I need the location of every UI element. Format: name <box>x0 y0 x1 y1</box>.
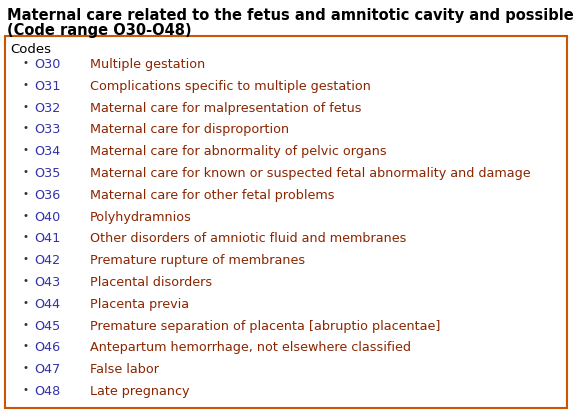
Text: Maternal care for disproportion: Maternal care for disproportion <box>90 123 289 136</box>
Text: O42: O42 <box>34 254 60 267</box>
Text: O35: O35 <box>34 167 60 180</box>
Text: O47: O47 <box>34 363 60 376</box>
Text: Multiple gestation: Multiple gestation <box>90 58 205 71</box>
Text: •: • <box>22 80 28 90</box>
Text: O33: O33 <box>34 123 60 136</box>
Text: Complications specific to multiple gestation: Complications specific to multiple gesta… <box>90 80 371 93</box>
Text: O32: O32 <box>34 102 60 115</box>
Text: •: • <box>22 320 28 330</box>
Text: •: • <box>22 276 28 286</box>
Text: •: • <box>22 254 28 264</box>
Text: Premature separation of placenta [abruptio placentae]: Premature separation of placenta [abrupt… <box>90 320 440 333</box>
Text: •: • <box>22 363 28 373</box>
Text: •: • <box>22 123 28 134</box>
Text: O40: O40 <box>34 210 60 223</box>
Text: •: • <box>22 58 28 68</box>
Text: Placenta previa: Placenta previa <box>90 298 189 311</box>
Text: •: • <box>22 298 28 308</box>
Text: O48: O48 <box>34 385 60 398</box>
Text: •: • <box>22 210 28 220</box>
Text: Maternal care for malpresentation of fetus: Maternal care for malpresentation of fet… <box>90 102 362 115</box>
Text: Other disorders of amniotic fluid and membranes: Other disorders of amniotic fluid and me… <box>90 232 407 245</box>
Text: Maternal care for abnormality of pelvic organs: Maternal care for abnormality of pelvic … <box>90 145 386 158</box>
Text: •: • <box>22 102 28 112</box>
Text: O30: O30 <box>34 58 60 71</box>
Text: O44: O44 <box>34 298 60 311</box>
Text: Maternal care for known or suspected fetal abnormality and damage: Maternal care for known or suspected fet… <box>90 167 531 180</box>
Text: •: • <box>22 167 28 177</box>
Text: •: • <box>22 385 28 395</box>
Text: Late pregnancy: Late pregnancy <box>90 385 190 398</box>
Text: Maternal care related to the fetus and amnitotic cavity and possible delivery pr: Maternal care related to the fetus and a… <box>7 8 575 23</box>
Text: (Code range O30-O48): (Code range O30-O48) <box>7 23 191 38</box>
Text: •: • <box>22 341 28 352</box>
Text: •: • <box>22 189 28 199</box>
Text: Maternal care for other fetal problems: Maternal care for other fetal problems <box>90 189 335 202</box>
Text: O43: O43 <box>34 276 60 289</box>
Text: Polyhydramnios: Polyhydramnios <box>90 210 192 223</box>
Text: •: • <box>22 145 28 155</box>
Text: Antepartum hemorrhage, not elsewhere classified: Antepartum hemorrhage, not elsewhere cla… <box>90 341 411 354</box>
Text: O46: O46 <box>34 341 60 354</box>
Text: O31: O31 <box>34 80 60 93</box>
Text: O36: O36 <box>34 189 60 202</box>
Text: Premature rupture of membranes: Premature rupture of membranes <box>90 254 305 267</box>
Text: O45: O45 <box>34 320 60 333</box>
FancyBboxPatch shape <box>5 36 567 408</box>
Text: •: • <box>22 232 28 242</box>
Text: False labor: False labor <box>90 363 159 376</box>
Text: O34: O34 <box>34 145 60 158</box>
Text: Codes: Codes <box>10 43 51 56</box>
Text: Placental disorders: Placental disorders <box>90 276 212 289</box>
Text: O41: O41 <box>34 232 60 245</box>
